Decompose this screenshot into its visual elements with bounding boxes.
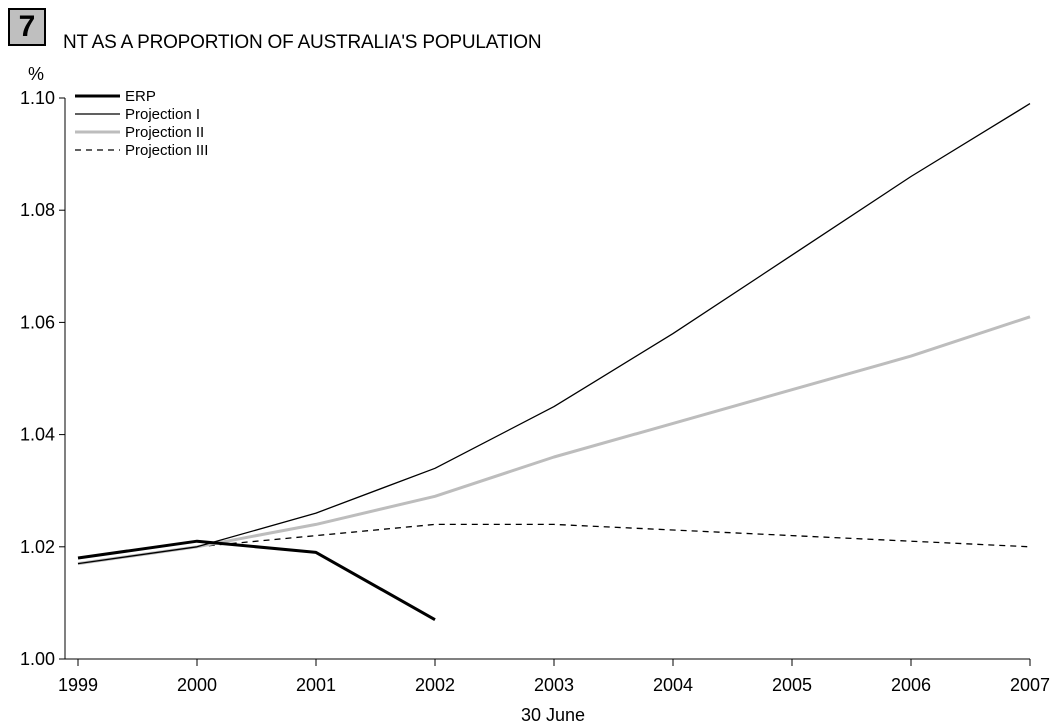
legend-label-projection-iii: Projection III	[125, 142, 208, 159]
x-tick-label: 2004	[653, 675, 693, 695]
y-tick-label: 1.00	[20, 649, 55, 669]
y-tick-label: 1.10	[20, 88, 55, 108]
x-axis-label: 30 June	[521, 705, 585, 725]
series-lines	[77, 103, 1031, 622]
series-line-projection-iii	[77, 523, 1031, 565]
y-tick-label: 1.06	[20, 312, 55, 332]
x-tick-label: 2005	[772, 675, 812, 695]
legend-label-erp: ERP	[125, 88, 156, 105]
axes: 1.00 1.02 1.04 1.06 1.08 1.10 1999 2000 2001 2002…	[20, 88, 1050, 695]
x-tick-label: 2006	[891, 675, 931, 695]
chart-title: NT AS A PROPORTION OF AUSTRALIA'S POPULA…	[63, 32, 542, 53]
x-tick-label: 2002	[415, 675, 455, 695]
series-line-projection-ii	[77, 315, 1031, 566]
x-tick-label: 2000	[177, 675, 217, 695]
legend-label-projection-ii: Projection II	[125, 124, 204, 141]
series-line-erp	[77, 539, 436, 622]
y-tick-label: 1.08	[20, 200, 55, 220]
y-tick-label: 1.04	[20, 425, 55, 445]
y-tick-label: 1.02	[20, 537, 55, 557]
legend-label-projection-i: Projection I	[125, 106, 200, 123]
x-tick-label: 1999	[58, 675, 98, 695]
x-tick-label: 2001	[296, 675, 336, 695]
chart-number-badge: 7	[8, 8, 46, 46]
series-line-projection-i	[77, 103, 1031, 565]
x-tick-label: 2003	[534, 675, 574, 695]
x-tick-label: 2007	[1010, 675, 1050, 695]
y-axis-label: %	[28, 64, 44, 84]
